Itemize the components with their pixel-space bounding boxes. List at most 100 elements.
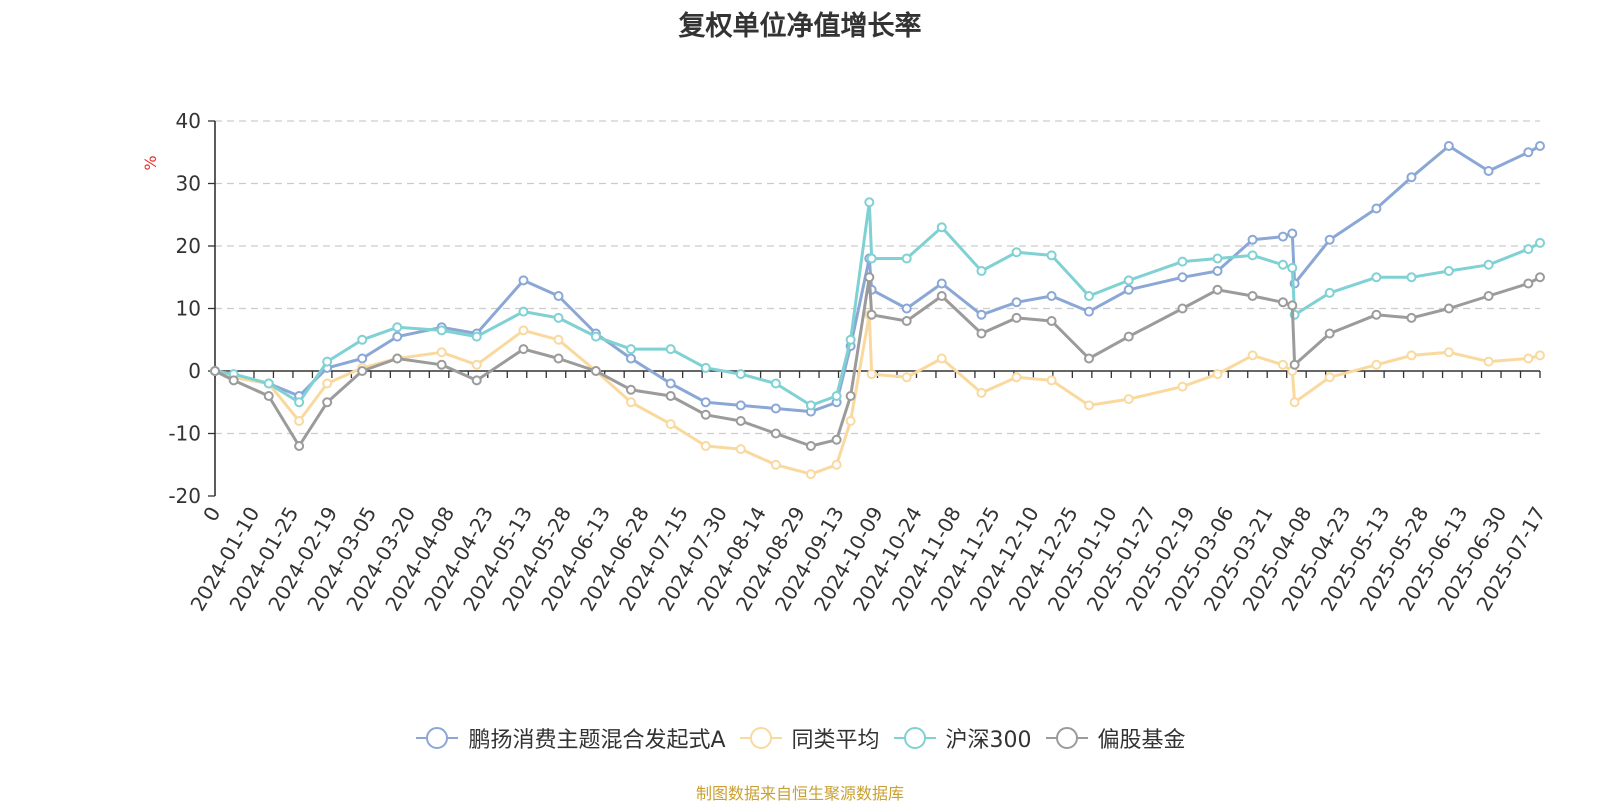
- data-point: [845, 416, 856, 426]
- data-point: [1535, 237, 1545, 248]
- data-point: [1083, 306, 1094, 317]
- data-point: [1123, 394, 1134, 405]
- series-line: [214, 275, 1541, 448]
- data-point: [805, 441, 816, 451]
- data-point: [1289, 359, 1300, 370]
- legend-line-circle-icon: [416, 727, 459, 749]
- data-point: [263, 391, 274, 401]
- legend-item[interactable]: 沪深300: [892, 722, 1032, 754]
- y-tick-label: -10: [168, 422, 201, 446]
- data-point: [1011, 312, 1022, 323]
- data-point: [1247, 234, 1258, 245]
- data-point: [1324, 328, 1335, 339]
- data-point: [1212, 253, 1223, 264]
- data-point: [392, 331, 403, 342]
- data-point: [1535, 350, 1545, 361]
- data-point: [735, 400, 746, 411]
- data-point: [322, 356, 333, 367]
- data-point: [700, 441, 711, 451]
- data-point: [770, 428, 781, 439]
- data-point: [901, 316, 912, 326]
- data-point: [864, 197, 875, 208]
- data-point: [1046, 375, 1057, 386]
- grid-lines: [215, 120, 1540, 435]
- y-axis-label: %: [141, 155, 160, 170]
- data-point: [1011, 297, 1022, 308]
- legend-item[interactable]: 同类平均: [738, 722, 880, 754]
- data-point: [1523, 244, 1534, 255]
- data-point: [436, 347, 447, 358]
- source-note: 制图数据来自恒生聚源数据库: [695, 784, 904, 803]
- data-point: [1011, 247, 1022, 258]
- data-point: [294, 397, 305, 408]
- data-point: [1212, 266, 1223, 276]
- data-point: [436, 325, 447, 336]
- series-lines: [210, 141, 1545, 480]
- data-point: [831, 391, 842, 401]
- legend-line-circle-icon: [1045, 727, 1088, 749]
- data-point: [1483, 166, 1494, 176]
- data-point: [471, 359, 482, 370]
- legend-item[interactable]: 鹏扬消费主题混合发起式A: [414, 722, 726, 754]
- data-point: [1523, 353, 1534, 364]
- data-point: [1123, 284, 1134, 295]
- data-point: [1443, 303, 1454, 314]
- data-point: [1277, 359, 1288, 370]
- data-point: [1212, 369, 1223, 380]
- data-point: [590, 331, 601, 342]
- data-point: [866, 309, 877, 320]
- data-point: [805, 469, 816, 480]
- data-point: [665, 344, 676, 355]
- data-point: [1177, 381, 1188, 392]
- data-point: [901, 253, 912, 264]
- data-point: [1371, 203, 1382, 214]
- legend-label: 同类平均: [791, 728, 880, 753]
- data-point: [553, 334, 564, 345]
- data-point: [1247, 291, 1258, 301]
- x-tick-label: 0: [198, 503, 225, 526]
- y-tick-label: 20: [176, 234, 201, 258]
- data-point: [294, 441, 305, 451]
- data-point: [1083, 291, 1094, 301]
- y-tick-label: 10: [176, 297, 201, 321]
- data-point: [518, 275, 529, 286]
- data-point: [901, 372, 912, 383]
- data-point: [1523, 278, 1534, 289]
- data-point: [1277, 259, 1288, 270]
- data-point: [976, 328, 987, 339]
- data-point: [735, 369, 746, 380]
- data-point: [936, 353, 947, 364]
- data-point: [845, 391, 856, 401]
- data-point: [1406, 312, 1417, 323]
- data-point: [471, 331, 482, 342]
- y-axis-ticks: 40 30 20 10 0 -10 -20: [168, 109, 215, 508]
- data-point: [665, 378, 676, 389]
- y-tick-label: 40: [176, 109, 201, 133]
- legend: 鹏扬消费主题混合发起式A 同类平均 沪深300 偏股基金: [0, 722, 1600, 756]
- data-point: [1483, 356, 1494, 367]
- data-point: [845, 334, 856, 345]
- data-point: [357, 366, 368, 376]
- data-point: [1523, 147, 1534, 158]
- legend-item[interactable]: 偏股基金: [1044, 722, 1186, 754]
- series-line: [214, 313, 1541, 476]
- legend-label: 沪深300: [945, 728, 1032, 753]
- data-point: [735, 416, 746, 426]
- data-point: [805, 400, 816, 411]
- data-point: [1177, 272, 1188, 283]
- data-point: [1247, 350, 1258, 361]
- data-point: [553, 312, 564, 323]
- data-point: [1535, 141, 1545, 151]
- data-point: [1083, 400, 1094, 411]
- data-point: [1483, 291, 1494, 301]
- data-point: [1212, 284, 1223, 295]
- data-point: [1046, 250, 1057, 261]
- data-point: [1324, 234, 1335, 245]
- data-point: [936, 278, 947, 289]
- data-point: [518, 306, 529, 317]
- data-point: [357, 334, 368, 345]
- data-point: [1123, 275, 1134, 286]
- data-point: [1083, 353, 1094, 364]
- data-point: [936, 222, 947, 233]
- data-point: [625, 397, 636, 408]
